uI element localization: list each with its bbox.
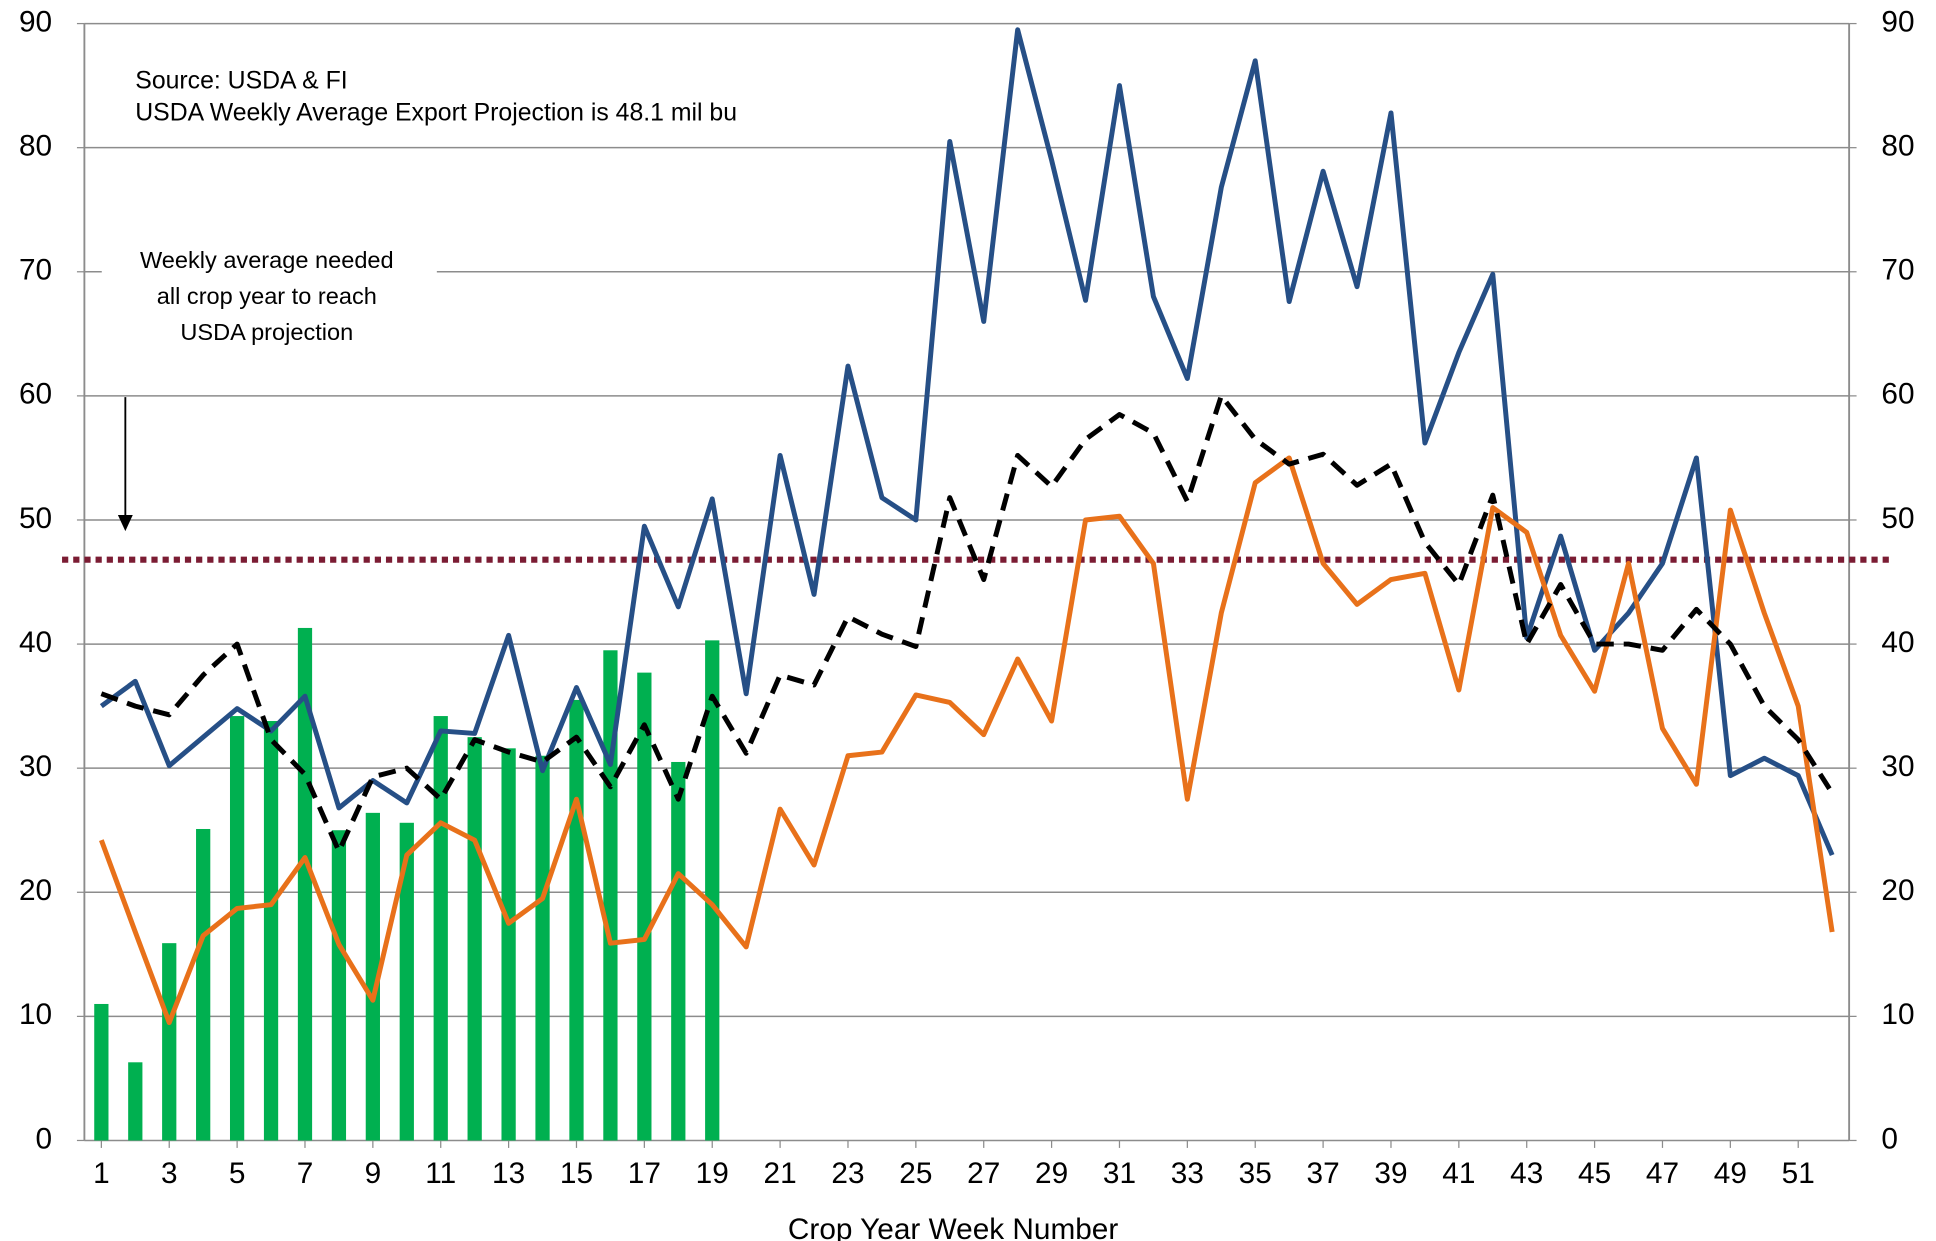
bar <box>331 830 347 1141</box>
bar <box>297 627 313 1141</box>
bar <box>671 761 686 1141</box>
y2-tick-label: 40 <box>1881 626 1914 659</box>
bar <box>705 640 720 1141</box>
y-tick-label: 40 <box>19 626 52 659</box>
y-tick-label: 70 <box>19 254 52 287</box>
y2-tick-label: 10 <box>1881 998 1914 1031</box>
x-tick-label: 37 <box>1307 1157 1340 1190</box>
x-tick-label: 25 <box>899 1157 932 1190</box>
y2-tick-label: 20 <box>1881 874 1914 907</box>
x-tick-label: 19 <box>696 1157 729 1190</box>
y2-tick-label: 30 <box>1881 750 1914 783</box>
x-tick-label: 49 <box>1714 1157 1747 1190</box>
x-tick-label: 13 <box>492 1157 525 1190</box>
bar <box>263 721 279 1141</box>
bar <box>365 812 380 1141</box>
y2-tick-label: 90 <box>1881 5 1914 38</box>
x-axis-label: Crop Year Week Number <box>788 1213 1118 1241</box>
x-tick-label: 29 <box>1035 1157 1068 1190</box>
x-tick-label: 45 <box>1578 1157 1611 1190</box>
bar <box>433 716 448 1141</box>
x-tick-label: 33 <box>1171 1157 1204 1190</box>
bar <box>196 828 211 1141</box>
x-tick-label: 11 <box>425 1157 456 1190</box>
x-tick-label: 27 <box>967 1157 1000 1190</box>
y2-tick-label: 80 <box>1881 130 1914 163</box>
bar <box>162 943 177 1141</box>
x-tick-label: 15 <box>560 1157 593 1190</box>
y2-tick-label: 50 <box>1881 502 1914 535</box>
bar <box>94 1003 109 1141</box>
x-tick-label: 41 <box>1442 1157 1475 1190</box>
line-series <box>99 27 1835 857</box>
y-tick-label: 30 <box>19 750 52 783</box>
annotation: Source: USDA & FI <box>135 67 347 94</box>
x-tick-label: 1 <box>93 1157 110 1190</box>
bar <box>229 716 245 1141</box>
y-tick-label: 0 <box>36 1122 53 1155</box>
bar <box>637 672 652 1141</box>
bar <box>501 748 516 1141</box>
bar <box>128 1062 143 1141</box>
x-tick-label: 17 <box>628 1157 661 1190</box>
bar <box>535 755 550 1141</box>
x-tick-label: 21 <box>764 1157 797 1190</box>
callout-text: all crop year to reach <box>157 283 377 309</box>
y-tick-label: 60 <box>19 378 52 411</box>
x-tick-label: 7 <box>297 1157 314 1190</box>
x-tick-label: 51 <box>1782 1157 1815 1190</box>
y-tick-label: 90 <box>19 5 52 38</box>
annotation: USDA Weekly Average Export Projection is… <box>135 100 737 127</box>
x-tick-label: 3 <box>161 1157 178 1190</box>
x-tick-label: 39 <box>1374 1157 1407 1190</box>
x-tick-label: 35 <box>1239 1157 1272 1190</box>
bar <box>467 737 482 1141</box>
line-series <box>99 455 1835 1026</box>
bar <box>569 699 584 1141</box>
x-tick-label: 5 <box>229 1157 246 1190</box>
y-tick-label: 10 <box>19 998 52 1031</box>
callout-box <box>101 243 437 355</box>
y2-tick-label: 70 <box>1881 254 1914 287</box>
x-tick-label: 43 <box>1510 1157 1543 1190</box>
x-tick-label: 31 <box>1103 1157 1136 1190</box>
callout-text: Weekly average needed <box>140 247 394 273</box>
bar <box>603 650 618 1141</box>
bar <box>399 822 414 1141</box>
y2-tick-label: 0 <box>1881 1122 1898 1155</box>
callout-arrowhead <box>117 515 133 532</box>
callout-text: USDA projection <box>180 319 353 345</box>
y-tick-label: 80 <box>19 130 52 163</box>
line-series <box>100 393 1835 854</box>
x-tick-label: 47 <box>1646 1157 1679 1190</box>
y2-tick-label: 60 <box>1881 378 1914 411</box>
y-tick-label: 50 <box>19 502 52 535</box>
x-tick-label: 9 <box>365 1157 382 1190</box>
y-tick-label: 20 <box>19 874 52 907</box>
x-tick-label: 23 <box>831 1157 864 1190</box>
